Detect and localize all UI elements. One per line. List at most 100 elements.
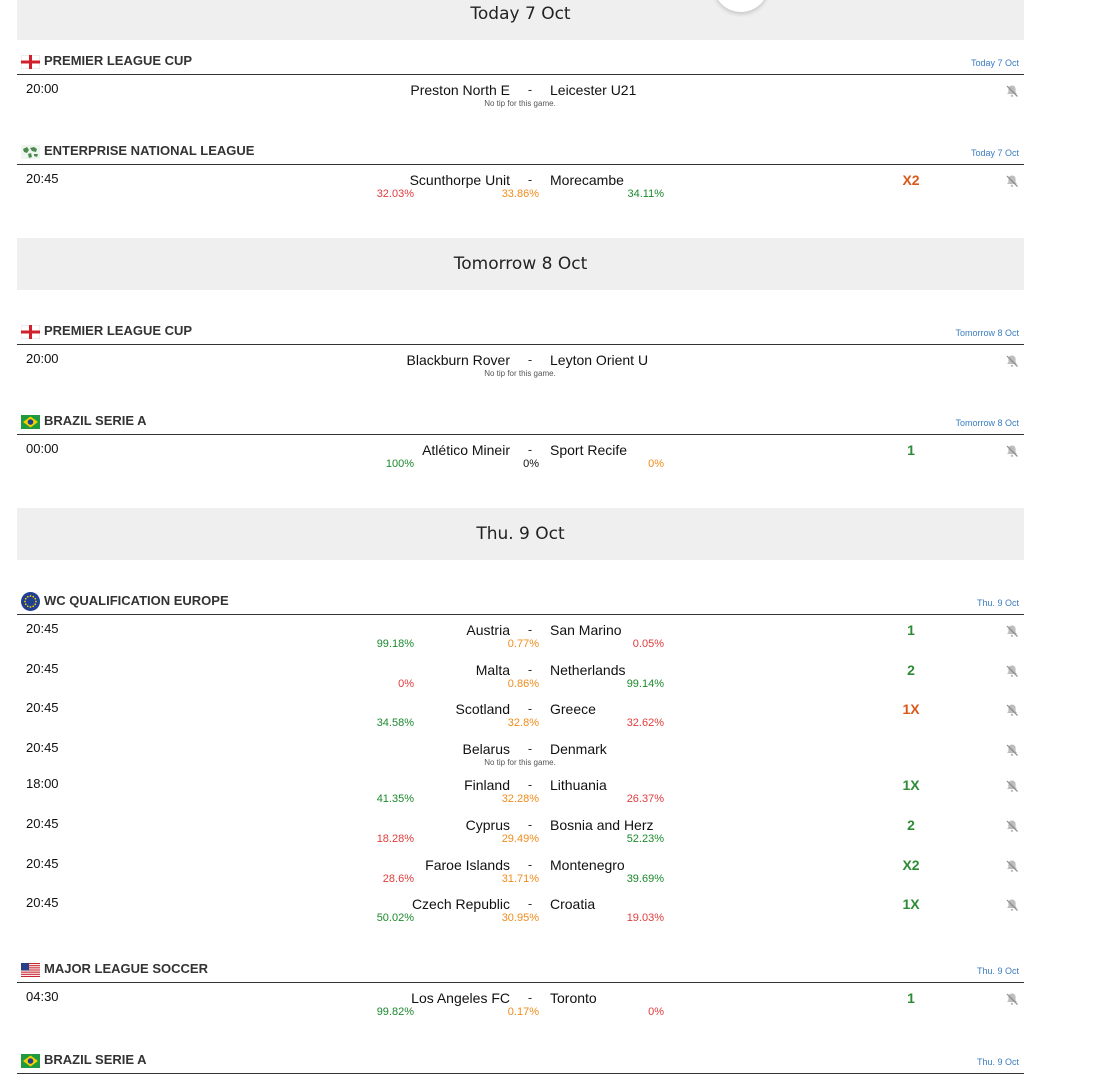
home-team: Los Angeles FC bbox=[411, 990, 510, 1006]
home-win-percent: 34.58% bbox=[376, 717, 414, 729]
brazil-flag-icon bbox=[21, 415, 40, 429]
home-team: Scotland bbox=[455, 701, 510, 717]
home-team: Preston North E bbox=[410, 82, 510, 98]
bell-off-icon[interactable] bbox=[1005, 624, 1019, 638]
match-row[interactable]: 20:45 Austria - San Marino 1 99.18% 0.77… bbox=[17, 621, 1024, 651]
bell-off-icon[interactable] bbox=[1005, 664, 1019, 678]
away-team: Lithuania bbox=[550, 777, 607, 793]
league-name: BRAZIL SERIE A bbox=[44, 1052, 147, 1067]
away-win-percent: 99.14% bbox=[626, 678, 664, 690]
match-time: 20:45 bbox=[26, 171, 59, 186]
bell-off-icon[interactable] bbox=[1005, 819, 1019, 833]
tip-label: 1X bbox=[902, 701, 920, 717]
tip-label: X2 bbox=[902, 172, 920, 188]
home-team: Blackburn Rover bbox=[406, 352, 511, 368]
day-header-label: Thu. 9 Oct bbox=[476, 524, 565, 544]
away-win-percent: 39.69% bbox=[626, 873, 664, 885]
tip-label: 2 bbox=[907, 662, 915, 678]
draw-percent: 32.28% bbox=[501, 793, 539, 805]
league-header[interactable]: PREMIER LEAGUE CUP Today 7 Oct bbox=[17, 50, 1024, 75]
home-team: Finland bbox=[464, 777, 510, 793]
team-separator: - bbox=[527, 990, 533, 1005]
day-header: Thu. 9 Oct bbox=[17, 508, 1024, 560]
brazil-flag-icon bbox=[21, 1054, 40, 1068]
bell-off-icon[interactable] bbox=[1005, 354, 1019, 368]
no-tip-note: No tip for this game. bbox=[484, 369, 556, 378]
away-team: Denmark bbox=[550, 741, 607, 757]
match-row[interactable]: 20:00 Preston North E - Leicester U21 No… bbox=[17, 81, 1024, 111]
league-header[interactable]: WC QUALIFICATION EUROPE Thu. 9 Oct bbox=[17, 590, 1024, 615]
away-team: Montenegro bbox=[550, 857, 625, 873]
bell-off-icon[interactable] bbox=[1005, 992, 1019, 1006]
draw-percent: 0.77% bbox=[507, 638, 539, 650]
draw-percent: 32.8% bbox=[507, 717, 539, 729]
home-win-percent: 32.03% bbox=[376, 188, 414, 200]
bell-off-icon[interactable] bbox=[1005, 84, 1019, 98]
league-name: PREMIER LEAGUE CUP bbox=[44, 53, 193, 68]
bell-off-icon[interactable] bbox=[1005, 743, 1019, 757]
match-row[interactable]: 20:45 Scotland - Greece 1X 34.58% 32.8% … bbox=[17, 700, 1024, 730]
tip-label: 1 bbox=[907, 990, 915, 1006]
league-name: WC QUALIFICATION EUROPE bbox=[44, 593, 229, 608]
league-header[interactable]: PREMIER LEAGUE CUP Tomorrow 8 Oct bbox=[17, 320, 1024, 345]
league-name: MAJOR LEAGUE SOCCER bbox=[44, 961, 208, 976]
match-time: 20:45 bbox=[26, 621, 59, 636]
bell-off-icon[interactable] bbox=[1005, 898, 1019, 912]
away-team: Morecambe bbox=[550, 172, 624, 188]
away-team: Toronto bbox=[550, 990, 597, 1006]
bell-off-icon[interactable] bbox=[1005, 174, 1019, 188]
draw-percent: 31.71% bbox=[501, 873, 539, 885]
bell-off-icon[interactable] bbox=[1005, 444, 1019, 458]
league-header[interactable]: ENTERPRISE NATIONAL LEAGUE Today 7 Oct bbox=[17, 140, 1024, 165]
match-row[interactable]: 20:45 Malta - Netherlands 2 0% 0.86% 99.… bbox=[17, 661, 1024, 691]
match-row[interactable]: 20:45 Scunthorpe Unit - Morecambe X2 32.… bbox=[17, 171, 1024, 201]
draw-percent: 0.86% bbox=[507, 678, 539, 690]
match-time: 20:45 bbox=[26, 661, 59, 676]
home-win-percent: 99.18% bbox=[376, 638, 414, 650]
team-separator: - bbox=[527, 622, 533, 637]
away-team: Sport Recife bbox=[550, 442, 628, 458]
bell-off-icon[interactable] bbox=[1005, 703, 1019, 717]
world-map-icon bbox=[21, 145, 40, 159]
league-date: Thu. 9 Oct bbox=[976, 598, 1019, 608]
team-separator: - bbox=[527, 662, 533, 677]
tip-label: 1 bbox=[907, 622, 915, 638]
match-time: 20:00 bbox=[26, 351, 59, 366]
away-team: Netherlands bbox=[550, 662, 626, 678]
draw-percent: 0.17% bbox=[507, 1006, 539, 1018]
team-separator: - bbox=[527, 777, 533, 792]
home-team: Faroe Islands bbox=[425, 857, 510, 873]
tip-label: 1 bbox=[907, 442, 915, 458]
match-row[interactable]: 20:00 Blackburn Rover - Leyton Orient U … bbox=[17, 351, 1024, 381]
usa-flag-icon bbox=[21, 963, 40, 977]
match-time: 20:45 bbox=[26, 816, 59, 831]
home-team: Scunthorpe Unit bbox=[409, 172, 510, 188]
match-row[interactable]: 00:00 Atlético Mineir - Sport Recife 1 1… bbox=[17, 441, 1024, 471]
league-name: BRAZIL SERIE A bbox=[44, 413, 147, 428]
away-win-percent: 0% bbox=[648, 1006, 664, 1018]
match-row[interactable]: 20:45 Faroe Islands - Montenegro X2 28.6… bbox=[17, 856, 1024, 886]
home-win-percent: 41.35% bbox=[376, 793, 414, 805]
league-header[interactable]: BRAZIL SERIE A Tomorrow 8 Oct bbox=[17, 410, 1024, 435]
bell-off-icon[interactable] bbox=[1005, 779, 1019, 793]
home-team: Cyprus bbox=[465, 817, 510, 833]
match-time: 20:45 bbox=[26, 700, 59, 715]
match-row[interactable]: 04:30 Los Angeles FC - Toronto 1 99.82% … bbox=[17, 989, 1024, 1019]
home-win-percent: 0% bbox=[398, 678, 414, 690]
match-row[interactable]: 18:00 Finland - Lithuania 1X 41.35% 32.2… bbox=[17, 776, 1024, 806]
draw-percent: 30.95% bbox=[501, 912, 539, 924]
england-flag-icon bbox=[21, 325, 40, 339]
match-time: 20:45 bbox=[26, 895, 59, 910]
bell-off-icon[interactable] bbox=[1005, 859, 1019, 873]
tip-label: 1X bbox=[902, 896, 920, 912]
match-row[interactable]: 20:45 Czech Republic - Croatia 1X 50.02%… bbox=[17, 895, 1024, 925]
match-row[interactable]: 20:45 Belarus - Denmark No tip for this … bbox=[17, 740, 1024, 770]
home-team: Belarus bbox=[462, 741, 510, 757]
league-header[interactable]: MAJOR LEAGUE SOCCER Thu. 9 Oct bbox=[17, 958, 1024, 983]
match-row[interactable]: 20:45 Cyprus - Bosnia and Herz 2 18.28% … bbox=[17, 816, 1024, 846]
league-header[interactable]: BRAZIL SERIE A Thu. 9 Oct bbox=[17, 1049, 1024, 1074]
league-date: Tomorrow 8 Oct bbox=[955, 328, 1019, 338]
home-win-percent: 18.28% bbox=[376, 833, 414, 845]
match-time: 20:45 bbox=[26, 856, 59, 871]
europe-flag-icon bbox=[21, 592, 40, 611]
